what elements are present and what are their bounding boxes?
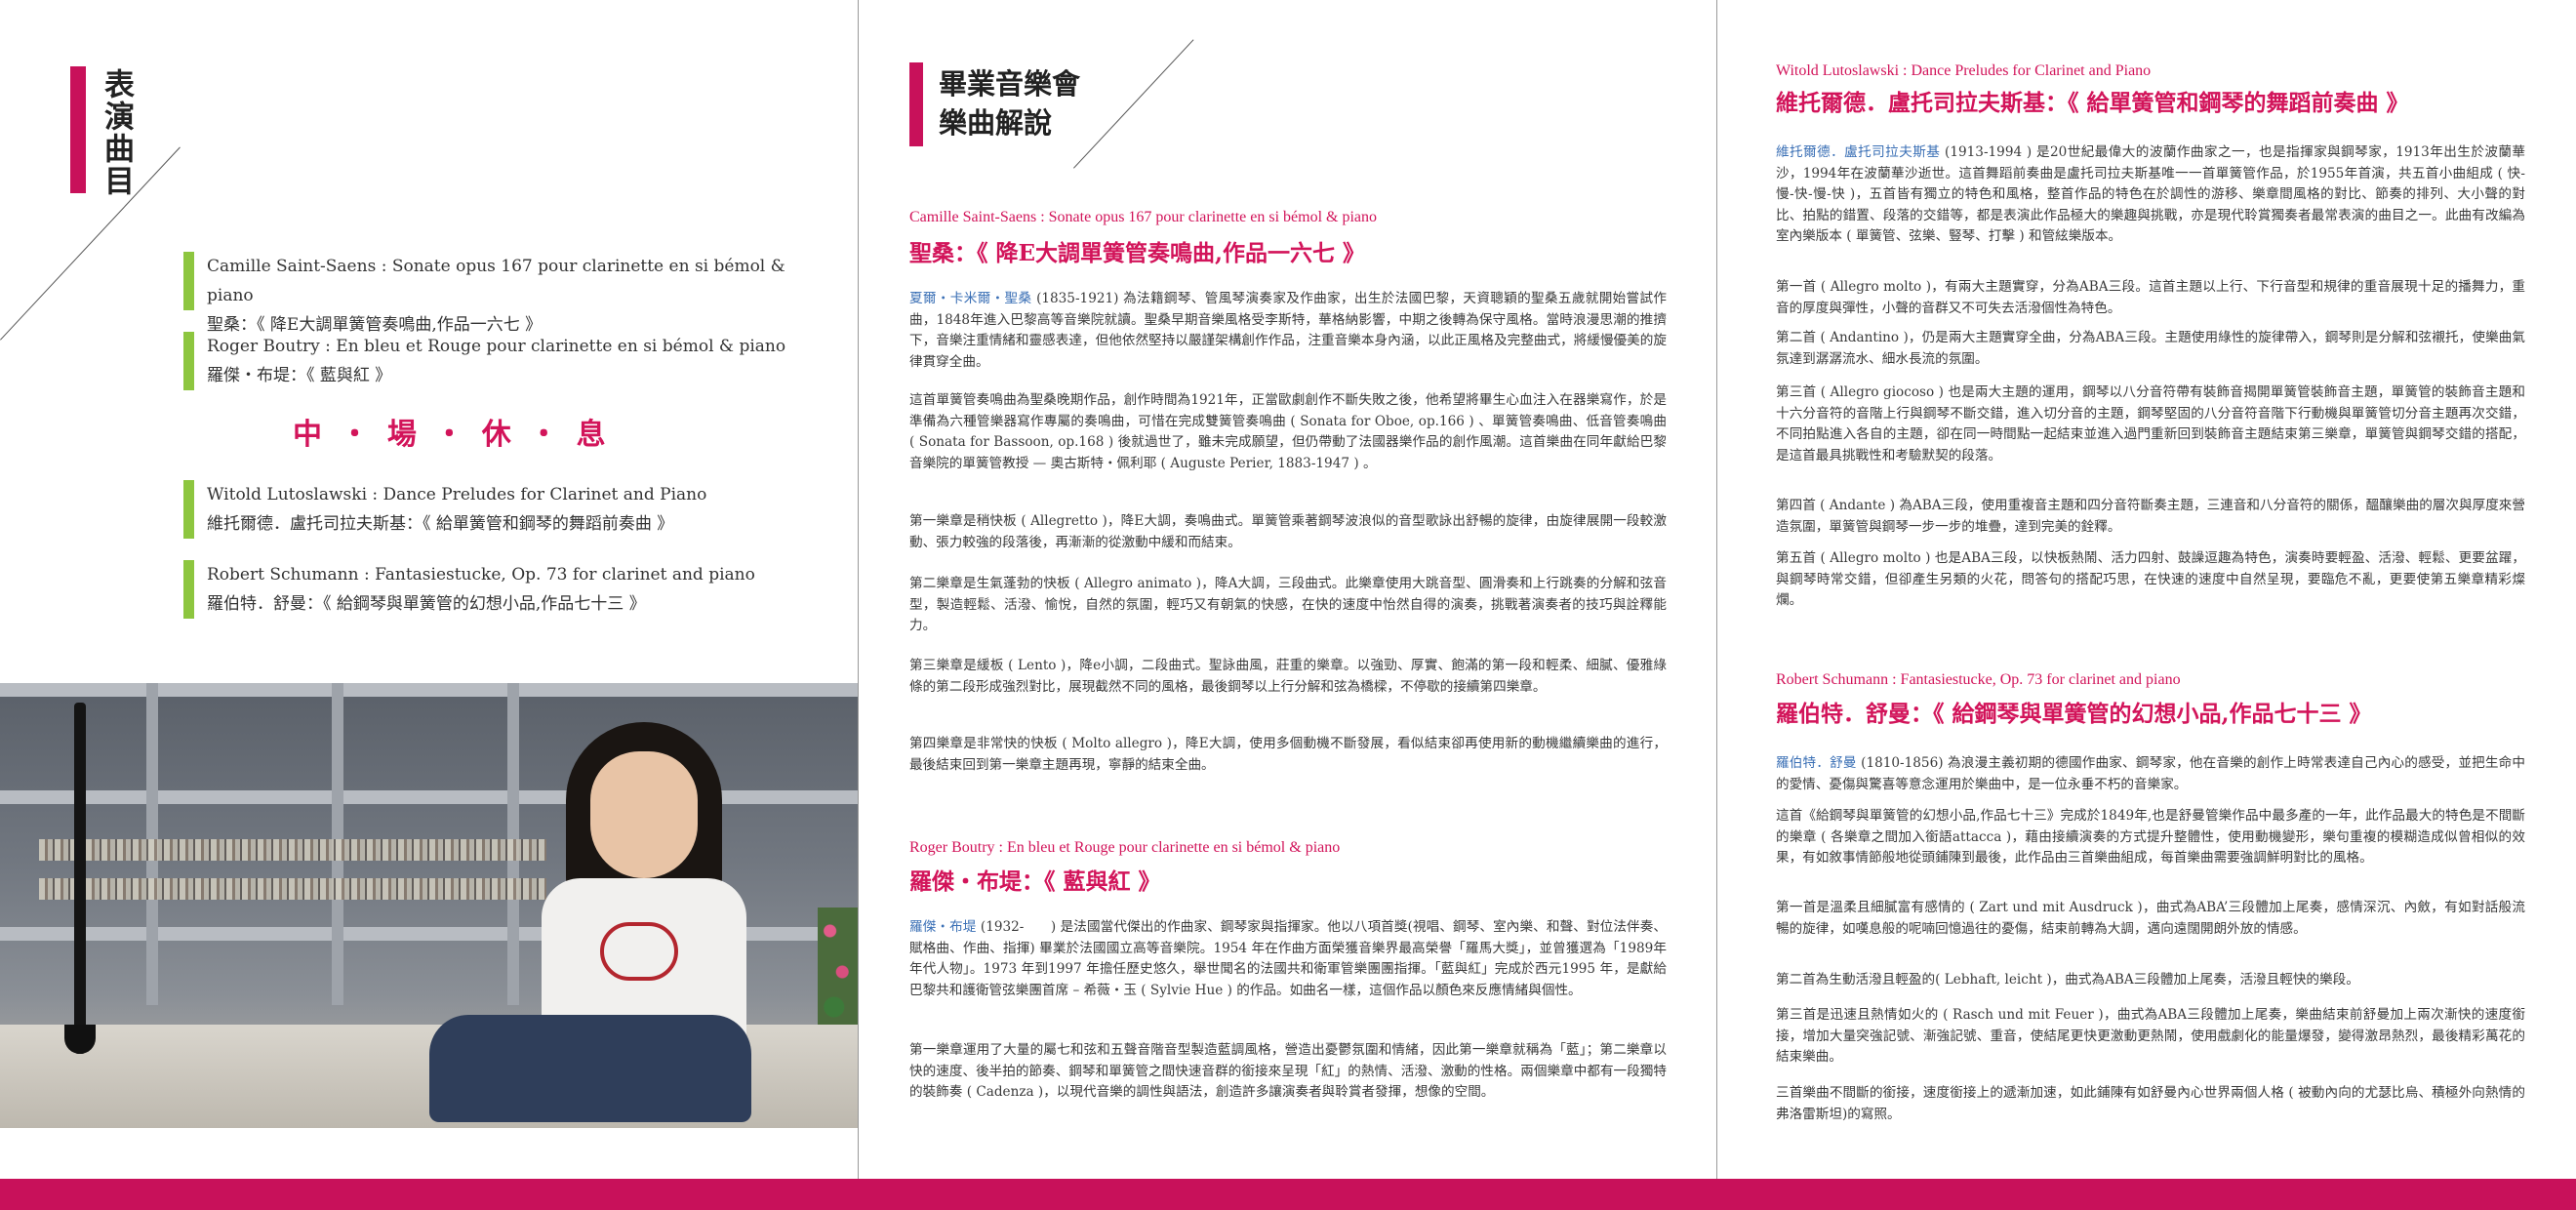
item-marker bbox=[183, 480, 194, 539]
piece-title-en: Witold Lutoslawski : Dance Preludes for … bbox=[1776, 62, 2152, 79]
performer-image bbox=[590, 751, 698, 878]
paragraph: 羅伯特．舒曼 (1810-1856) 為浪漫主義初期的德國作曲家、鋼琴家，他在音… bbox=[1776, 755, 2525, 792]
paragraph: 夏爾・卡米爾・聖桑 (1835-1921) 為法籍鋼琴、管風琴演奏家及作曲家，出… bbox=[909, 291, 1668, 370]
page-fold bbox=[1716, 0, 1717, 1210]
item-title-zh: 羅伯特．舒曼：《 給鋼琴與單簧管的幻想小品,作品七十三 》 bbox=[207, 594, 646, 614]
composer-name: 維托爾德．盧托司拉夫斯基 bbox=[1776, 144, 1941, 160]
program-item: Roger Boutry : En bleu et Rouge pour cla… bbox=[183, 332, 810, 390]
program-item: Robert Schumann : Fantasiestucke, Op. 73… bbox=[183, 560, 810, 619]
item-title-en: Witold Lutoslawski : Dance Preludes for … bbox=[207, 485, 707, 504]
clarinet-image bbox=[74, 703, 86, 1054]
paragraph: 這首單簧管奏鳴曲為聖桑晚期作品，創作時間為1921年，正當歐劇創作不斷失敗之後，… bbox=[909, 392, 1667, 471]
page-fold bbox=[858, 0, 859, 1210]
program-panel: 表演曲目 Camille Saint-Saens : Sonate opus 1… bbox=[0, 0, 859, 1210]
paragraph: 這首《給鋼琴與單簧管的幻想小品,作品七十三》完成於1849年,也是舒曼管樂作品中… bbox=[1776, 808, 2525, 866]
paragraph: 第二首 ( Andantino )，仍是兩大主題實穿全曲，分為ABA三段。主題使… bbox=[1776, 330, 2525, 367]
piece-title-zh: 聖桑：《 降E大調單簧管奏鳴曲,作品一六七 》 bbox=[909, 240, 1366, 266]
paragraph: 第四首 ( Andante ) 為ABA三段，使用重複音主題和四分音符斷奏主題，… bbox=[1776, 498, 2525, 535]
composer-name: 夏爾・卡米爾・聖桑 bbox=[909, 291, 1032, 306]
intermission-label: 中 ・ 場 ・ 休 ・ 息 bbox=[293, 418, 610, 452]
paragraph: 第一首是溫柔且細膩富有感情的 ( Zart und mit Ausdruck )… bbox=[1776, 900, 2525, 937]
composer-name: 羅伯特．舒曼 bbox=[1776, 755, 1857, 771]
item-marker bbox=[183, 252, 194, 310]
paragraph: 第二樂章是生氣蓬勃的快板 ( Allegro animato )，降A大調，三段… bbox=[909, 576, 1667, 633]
piece-title-en: Camille Saint-Saens : Sonate opus 167 po… bbox=[909, 209, 1378, 225]
item-title-en: Camille Saint-Saens : Sonate opus 167 po… bbox=[207, 257, 785, 305]
footer-band bbox=[0, 1179, 2576, 1210]
notes-panel-1: 畢業音樂會 樂曲解說 Camille Saint-Saens : Sonate … bbox=[859, 0, 1717, 1210]
paragraph: 第二首為生動活潑且輕盈的( Lebhaft, leicht )，曲式為ABA三段… bbox=[1776, 972, 2359, 988]
performer-photo bbox=[0, 683, 859, 1128]
piece-title-en: Roger Boutry : En bleu et Rouge pour cla… bbox=[909, 839, 1341, 856]
paragraph: 第四樂章是非常快的快板 ( Molto allegro )，降E大調，使用多個動… bbox=[909, 736, 1667, 773]
notes-title: 畢業音樂會 樂曲解說 bbox=[939, 67, 1081, 140]
item-title-en: Robert Schumann : Fantasiestucke, Op. 73… bbox=[207, 565, 755, 585]
item-title-zh: 聖桑：《 降E大調單簧管奏鳴曲,作品一六七 》 bbox=[207, 315, 543, 335]
divider-line bbox=[1073, 39, 1194, 169]
paragraph: 第三首 ( Allegro giocoso ) 也是兩大主題的運用，鋼琴以八分音… bbox=[1776, 384, 2525, 464]
program-item: Camille Saint-Saens : Sonate opus 167 po… bbox=[183, 252, 810, 335]
item-title-en: Roger Boutry : En bleu et Rouge pour cla… bbox=[207, 337, 786, 356]
title-accent-bar bbox=[909, 62, 923, 146]
paragraph: 第三首是迅速且熱情如火的 ( Rasch und mit Feuer )，曲式為… bbox=[1776, 1007, 2525, 1065]
item-marker bbox=[183, 560, 194, 619]
paragraph: 羅傑・布堤 (1932- ) 是法國當代傑出的作曲家、鋼琴家與指揮家。他以八項首… bbox=[909, 919, 1668, 998]
title-accent-bar bbox=[70, 66, 86, 193]
program-title: 表演曲目 bbox=[99, 68, 134, 197]
item-marker bbox=[183, 332, 194, 390]
paragraph: 第一樂章運用了大量的屬七和弦和五聲音階音型製造藍調風格，營造出憂鬱氛圍和情緒，因… bbox=[909, 1042, 1667, 1100]
piece-title-zh: 羅伯特．舒曼：《 給鋼琴與單簧管的幻想小品,作品七十三 》 bbox=[1776, 701, 2372, 727]
composer-name: 羅傑・布堤 bbox=[909, 919, 977, 935]
paragraph: 第三樂章是緩板 ( Lento )，降e小調，二段曲式。聖詠曲風，莊重的樂章。以… bbox=[909, 658, 1667, 695]
paragraph: 三首樂曲不間斷的銜接，速度銜接上的遞漸加速，如此鋪陳有如舒曼內心世界兩個人格 (… bbox=[1776, 1085, 2525, 1122]
piece-title-en: Robert Schumann : Fantasiestucke, Op. 73… bbox=[1776, 671, 2181, 688]
item-title-zh: 羅傑・布堤：《 藍與紅 》 bbox=[207, 366, 392, 385]
piece-title-zh: 維托爾德．盧托司拉夫斯基：《 給單簧管和鋼琴的舞蹈前奏曲 》 bbox=[1776, 90, 2409, 116]
divider-line bbox=[0, 146, 181, 341]
paragraph: 維托爾德．盧托司拉夫斯基 (1913-1994 ) 是20世紀最偉大的波蘭作曲家… bbox=[1776, 144, 2525, 244]
paragraph: 第一首 ( Allegro molto )，有兩大主題實穿，分為ABA三段。這首… bbox=[1776, 279, 2525, 316]
paragraph: 第一樂章是稍快板 ( Allegretto )，降E大調，奏鳴曲式。單簧管乘著鋼… bbox=[909, 513, 1667, 550]
program-item: Witold Lutoslawski : Dance Preludes for … bbox=[183, 480, 810, 539]
item-title-zh: 維托爾德．盧托司拉夫斯基：《 給單簧管和鋼琴的舞蹈前奏曲 》 bbox=[207, 514, 674, 534]
notes-panel-2: Witold Lutoslawski : Dance Preludes for … bbox=[1717, 0, 2576, 1210]
paragraph: 第五首 ( Allegro molto ) 也是ABA三段，以快板熱鬧、活力四射… bbox=[1776, 550, 2525, 608]
piece-title-zh: 羅傑・布堤：《 藍與紅 》 bbox=[909, 868, 1161, 895]
